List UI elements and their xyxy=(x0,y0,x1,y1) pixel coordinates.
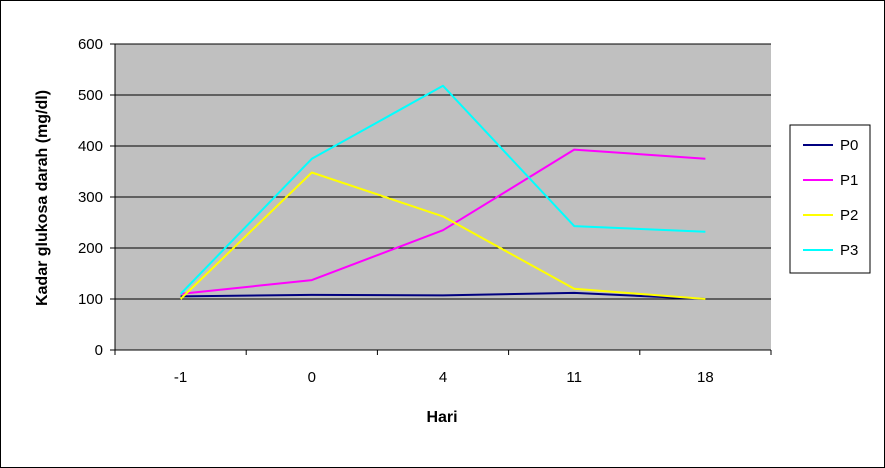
series-line-p1 xyxy=(180,148,706,295)
y-tick-label: 300 xyxy=(78,189,103,206)
y-tick-label: 600 xyxy=(78,36,103,53)
legend-label-p3: P3 xyxy=(840,242,858,259)
axes xyxy=(114,44,772,355)
legend-label-p0: P0 xyxy=(840,137,858,154)
y-tick-labels: 0 100 200 300 400 500 600 xyxy=(78,36,103,359)
x-tick-label: 18 xyxy=(697,369,714,386)
y-axis-title: Kadar glukosa darah (mg/dl) xyxy=(34,90,51,306)
series-line-p3 xyxy=(179,84,706,295)
y-tick-label: 200 xyxy=(78,240,103,257)
y-tick-label: 0 xyxy=(95,342,103,359)
x-tick-label: 0 xyxy=(308,369,316,386)
legend-label-p2: P2 xyxy=(840,207,858,224)
legend-label-p1: P1 xyxy=(840,172,858,189)
x-tick-label: -1 xyxy=(174,369,187,386)
x-tick-label: 4 xyxy=(439,369,447,386)
y-tick-label: 400 xyxy=(78,138,103,155)
x-tick-label: 11 xyxy=(566,369,582,386)
series-line-p0 xyxy=(180,291,706,300)
y-tick-label: 500 xyxy=(78,87,103,104)
x-tick-labels: -1 0 4 11 18 xyxy=(174,369,714,386)
series-lines xyxy=(179,84,706,300)
legend: P0 P1 P2 P3 xyxy=(789,124,871,274)
y-tick-label: 100 xyxy=(78,291,103,308)
gridlines xyxy=(110,43,771,351)
series-line-p2 xyxy=(179,171,706,300)
legend-box xyxy=(789,124,871,274)
x-axis-title: Hari xyxy=(426,409,457,426)
